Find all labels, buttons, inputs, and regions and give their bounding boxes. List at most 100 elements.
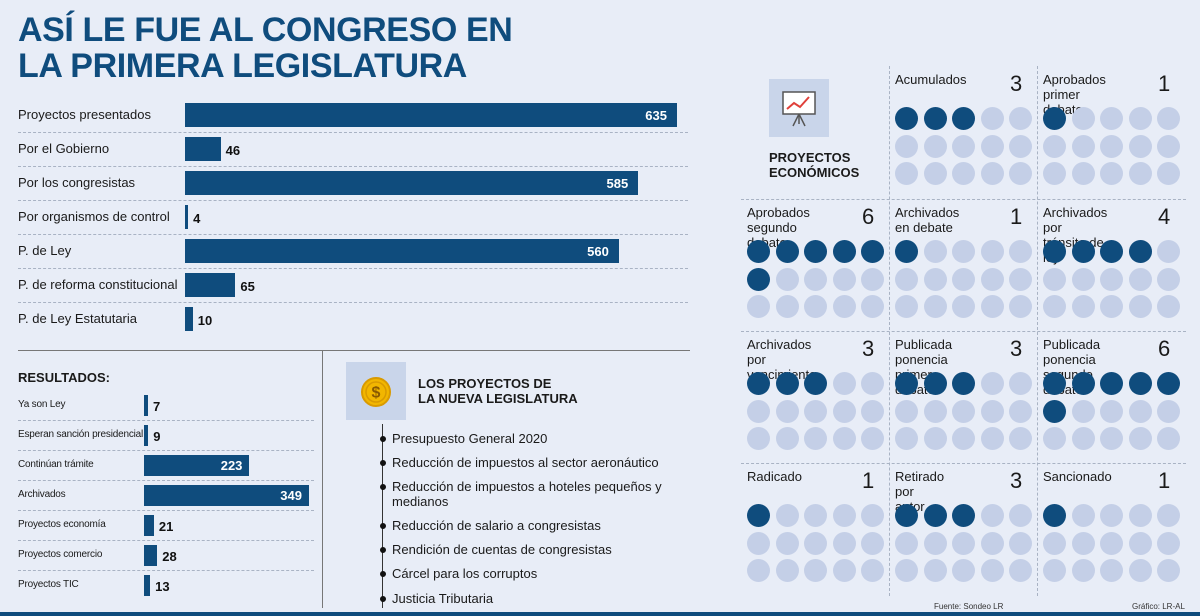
econ-dot-empty — [1157, 107, 1180, 130]
econ-cell-title-line: Aprobados — [747, 205, 810, 220]
main-row-divider — [18, 132, 688, 133]
econ-col-divider — [1037, 66, 1038, 596]
separator-vertical — [322, 350, 323, 608]
econ-cell-title: Aprobados segundo debate — [747, 205, 810, 250]
econ-heading-line-2: ECONÓMICOS — [769, 165, 860, 180]
econ-dot-filled — [923, 504, 947, 527]
econ-dot-empty — [923, 134, 947, 158]
main-bar — [185, 171, 639, 195]
econ-dot-filled — [1043, 372, 1066, 395]
econ-cell-title-line: Aprobados — [1043, 72, 1106, 87]
econ-cell-title-line: Archivados por — [1043, 205, 1108, 235]
econ-dot-empty — [980, 399, 1004, 423]
econ-dot-empty — [804, 531, 827, 555]
econ-dot-empty — [1157, 504, 1180, 527]
econ-cell-count: 1 — [1158, 71, 1171, 96]
results-row-divider — [18, 450, 314, 451]
list-bullet — [380, 460, 386, 466]
econ-dot-filled — [952, 504, 975, 527]
econ-dot-empty — [923, 427, 947, 450]
legislatura-list-item: Reducción de salario a congresistas — [392, 518, 601, 533]
main-row-label: Proyectos presentados — [18, 107, 151, 122]
legislatura-icon-box: $ — [346, 362, 406, 420]
econ-dot-empty — [1071, 134, 1095, 158]
econ-dot-empty — [1043, 427, 1066, 450]
econ-dot-filled — [861, 240, 884, 263]
main-bar-value: 560 — [587, 244, 609, 259]
econ-dot-filled — [1071, 372, 1095, 395]
econ-dot-empty — [923, 162, 947, 185]
econ-dot-empty — [832, 267, 856, 291]
econ-dot-empty — [1100, 427, 1123, 450]
econ-dot-empty — [1157, 531, 1180, 555]
main-row-label: Por organismos de control — [18, 209, 170, 224]
econ-dot-filled — [952, 372, 975, 395]
results-bar — [144, 575, 151, 596]
econ-col-divider — [889, 66, 890, 596]
econ-cell-title: Archivados en debate — [895, 205, 959, 235]
main-row-divider — [18, 234, 688, 235]
footer-credit: Gráfico: LR-AL — [1132, 602, 1185, 611]
econ-dot-empty — [1128, 295, 1152, 318]
econ-row-divider — [741, 199, 1186, 200]
main-row-divider — [18, 200, 688, 201]
econ-dot-empty — [861, 267, 884, 291]
results-bar-value: 9 — [153, 429, 161, 444]
econ-dot-filled — [1071, 240, 1095, 263]
legislatura-list-item: Justicia Tributaria — [392, 591, 494, 606]
results-row-divider — [18, 510, 314, 511]
econ-cell-count: 1 — [1158, 468, 1171, 493]
econ-dot-empty — [1071, 107, 1095, 130]
econ-cell-title-line: Publicada ponencia — [895, 337, 953, 367]
results-row-label: Archivados — [18, 489, 66, 500]
results-row-divider — [18, 480, 314, 481]
econ-dot-filled — [923, 107, 947, 130]
econ-dot-empty — [1100, 504, 1123, 527]
legislatura-list-item: Reducción de impuestos al sector aeronáu… — [392, 455, 659, 470]
econ-dot-filled — [895, 240, 918, 263]
results-row-label: Proyectos economía — [18, 519, 106, 530]
econ-dot-empty — [895, 134, 918, 158]
econ-dot-filled — [832, 240, 856, 263]
results-row-label: Proyectos TIC — [18, 579, 79, 590]
econ-dot-empty — [923, 399, 947, 423]
econ-dot-empty — [1128, 162, 1152, 185]
econ-dot-empty — [747, 559, 770, 582]
econ-icon-box — [769, 79, 829, 137]
main-bar-value: 65 — [240, 279, 255, 294]
main-row-label: Por el Gobierno — [18, 141, 110, 156]
page-title: ASÍ LE FUE AL CONGRESO EN LA PRIMERA LEG… — [18, 12, 638, 84]
econ-dot-empty — [1071, 559, 1095, 582]
econ-dot-empty — [775, 559, 799, 582]
econ-dot-filled — [804, 240, 827, 263]
econ-dot-filled — [923, 372, 947, 395]
list-bullet — [380, 523, 386, 529]
econ-dot-empty — [1043, 531, 1066, 555]
main-row-label: P. de Ley Estatutaria — [18, 311, 138, 326]
econ-dot-empty — [1009, 240, 1032, 263]
main-row-label: P. de Ley — [18, 243, 72, 258]
svg-text:$: $ — [372, 385, 381, 402]
main-bar — [185, 239, 619, 263]
results-bar — [144, 545, 158, 566]
results-row-label: Continúan trámite — [18, 459, 94, 470]
econ-dot-empty — [895, 399, 918, 423]
legislatura-heading-line-1: LOS PROYECTOS DE — [418, 376, 552, 391]
econ-dot-empty — [1071, 427, 1095, 450]
econ-dot-empty — [804, 504, 827, 527]
econ-dot-empty — [980, 372, 1004, 395]
main-bar — [185, 273, 236, 297]
econ-dot-empty — [952, 162, 975, 185]
econ-dot-empty — [980, 559, 1004, 582]
econ-dot-empty — [1043, 162, 1066, 185]
econ-dot-filled — [895, 107, 918, 130]
econ-dot-empty — [804, 295, 827, 318]
econ-dot-empty — [1009, 107, 1032, 130]
econ-cell-title-line: Retirado por autor — [895, 469, 945, 514]
legislatura-list-item: Rendición de cuentas de congresistas — [392, 542, 612, 557]
econ-dot-empty — [1100, 107, 1123, 130]
econ-dot-empty — [1071, 531, 1095, 555]
econ-dot-empty — [832, 372, 856, 395]
econ-dot-filled — [1043, 240, 1066, 263]
econ-dot-empty — [1071, 162, 1095, 185]
